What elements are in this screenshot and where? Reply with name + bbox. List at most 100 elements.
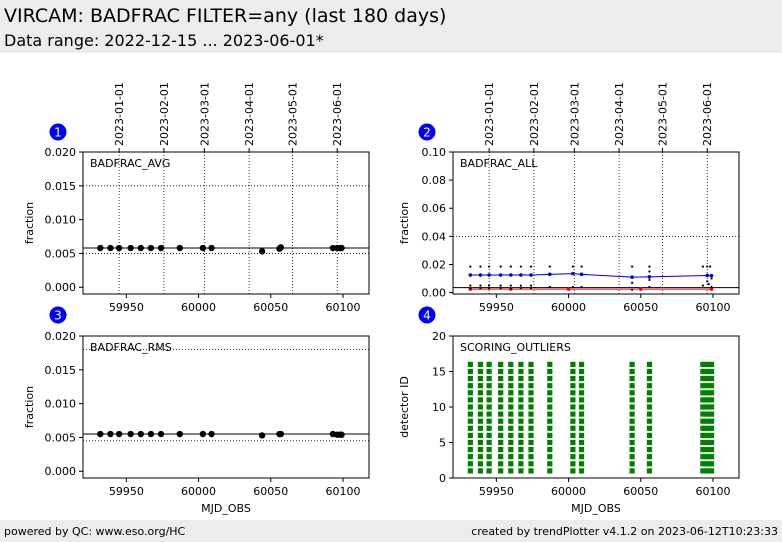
outlier-marker [547,439,553,446]
outlier-marker [700,361,706,367]
outlier-marker [508,468,514,474]
y-tick-label: 0.04 [422,230,447,243]
outlier-marker [477,461,484,467]
outlier-marker [578,432,585,438]
x-tick-label: 60100 [326,301,361,314]
y-tick-label: 10 [432,401,446,414]
outlier-marker [700,397,706,403]
data-point [176,244,183,252]
data-point [127,244,134,252]
data-point [157,244,165,252]
series-line [470,273,712,278]
outlier-marker [700,425,706,431]
data-point [97,430,104,438]
outlier-marker [528,432,534,438]
data-point [701,284,704,287]
outlier-marker [708,432,715,438]
outlier-marker [486,404,492,410]
x-tick-label: 60050 [623,301,658,314]
data-point [338,244,345,252]
data-range-subtitle: Data range: 2022-12-15 ... 2023-06-01* [4,31,324,50]
outlier-marker [708,361,715,367]
outlier-marker [498,418,504,424]
outlier-marker [486,411,492,417]
outlier-marker [578,397,585,403]
outlier-marker [629,418,635,424]
page-title: VIRCAM: BADFRAC FILTER=any (last 180 day… [4,5,447,27]
outlier-marker [498,376,504,382]
outlier-marker [518,361,524,367]
outlier-marker [508,461,514,467]
outlier-marker [646,418,653,424]
outlier-marker [518,468,524,474]
outlier-marker [547,461,553,467]
footer-credit: powered by QC: www.eso.org/HC [4,525,186,538]
data-point [529,287,533,290]
date-tick-label: 2023-02-01 [158,82,171,146]
outlier-marker [704,439,710,446]
outlier-marker [477,368,484,375]
outlier-marker [486,397,492,403]
data-point [631,281,634,284]
x-tick-label: 60000 [551,485,586,498]
data-point [488,265,491,268]
y-tick-label: 0 [439,472,446,485]
outlier-marker [708,368,715,375]
data-point [710,285,713,289]
outlier-marker [704,468,710,474]
outlier-marker [570,454,576,460]
data-point [147,430,155,438]
outlier-marker [518,390,524,396]
outlier-marker [477,361,484,367]
outlier-marker [700,432,706,438]
data-point [580,285,583,289]
y-tick-label: 0.010 [45,214,77,227]
outlier-marker [578,376,585,382]
outlier-marker [467,376,473,382]
outlier-marker [467,461,473,467]
series-point [571,271,575,276]
outlier-marker [528,468,534,474]
outlier-marker [547,368,553,375]
outlier-marker [708,447,715,453]
outlier-marker [629,404,635,410]
outlier-marker [518,383,524,389]
data-point [115,430,123,438]
outlier-marker [700,461,706,467]
x-tick-label: 60050 [253,301,288,314]
outlier-marker [508,390,514,396]
data-point [258,432,266,439]
data-point [488,284,491,287]
data-point [127,430,134,438]
x-tick-label: 59950 [109,301,144,314]
data-point [208,244,215,252]
x-axis-label: MJD_OBS [571,502,621,515]
outlier-marker [467,454,473,460]
outlier-marker [518,418,524,424]
x-tick-label: 59950 [479,301,514,314]
outlier-marker [646,390,653,396]
outlier-marker [467,447,473,453]
y-tick-label: 0.020 [45,330,77,343]
outlier-marker [704,390,710,396]
y-tick-label: 5 [439,437,446,450]
outlier-marker [547,411,553,417]
outlier-marker [486,468,492,474]
x-tick-label: 60050 [253,485,288,498]
outlier-marker [498,432,504,438]
outlier-marker [646,376,653,382]
date-tick-label: 2023-05-01 [286,82,299,146]
x-tick-label: 60100 [696,485,731,498]
data-point [157,430,165,438]
outlier-marker [570,368,576,375]
data-point [529,284,533,287]
x-tick-label: 59950 [109,485,144,498]
outlier-marker [518,404,524,410]
outlier-marker [508,376,514,382]
outlier-marker [570,439,576,446]
footer-bar: powered by QC: www.eso.org/HC created by… [0,520,782,542]
data-point [509,284,512,287]
outlier-marker [704,447,710,453]
outlier-marker [629,454,635,460]
